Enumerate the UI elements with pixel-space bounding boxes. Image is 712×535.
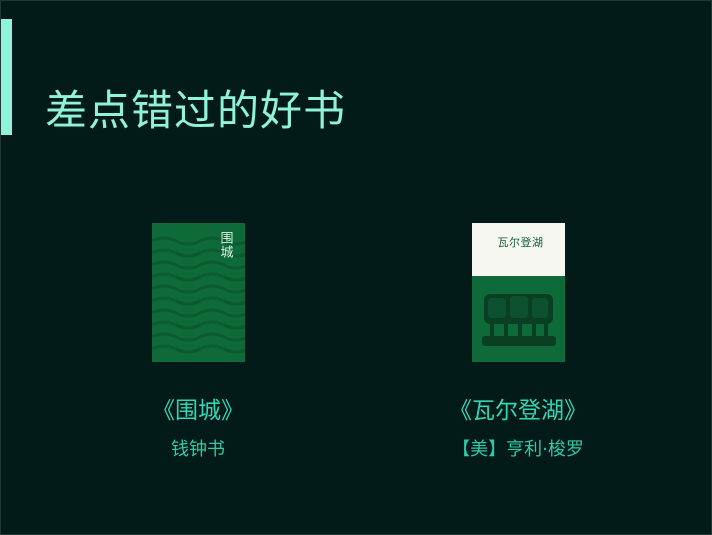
book-author: 钱钟书 [171, 439, 225, 460]
book-author: 【美】亨利·梭罗 [452, 439, 584, 460]
wave-pattern [151, 236, 245, 354]
cover-title-text: 瓦尔登湖 [497, 236, 544, 249]
forest-illustration [471, 276, 565, 362]
cover-title-text: 围城 [217, 231, 233, 259]
book-card-walden: 瓦尔登湖 《瓦尔登湖》 【美】亨利· [393, 223, 643, 462]
slide-title: 差点错过的好书 [45, 86, 347, 135]
book-cover-image: 围城 [151, 223, 245, 362]
title-accent-bar [1, 19, 12, 135]
book-title: 《瓦尔登湖》 [449, 398, 587, 424]
book-cover-image: 瓦尔登湖 [471, 223, 565, 362]
book-title: 《围城》 [152, 398, 244, 424]
cover-top-panel [471, 223, 565, 276]
book-card-weicheng: 围城 《围城》 钱钟书 [73, 223, 323, 462]
